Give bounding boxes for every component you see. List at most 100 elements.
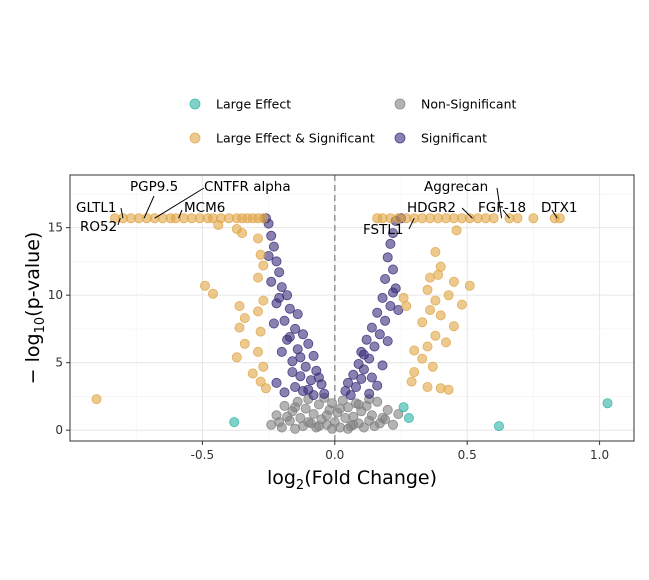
data-point	[602, 398, 613, 409]
annotation-label-fgf-18: FGF-18	[478, 200, 526, 216]
data-point	[422, 341, 433, 352]
data-point	[364, 388, 375, 399]
data-point	[199, 280, 210, 291]
data-point	[321, 410, 332, 421]
annotation-connector	[154, 187, 205, 219]
data-point	[448, 321, 459, 332]
annotation-connector	[496, 187, 503, 219]
legend-marker	[394, 98, 406, 110]
legend-label: Significant	[421, 131, 487, 146]
data-point	[234, 322, 245, 333]
data-point	[335, 403, 346, 414]
data-point	[258, 295, 269, 306]
annotation-label-ro52: RO52	[80, 219, 117, 235]
data-point	[295, 371, 306, 382]
annotation-label-fstl1: FSTL1	[363, 222, 403, 238]
data-point	[313, 421, 324, 432]
data-point	[387, 419, 398, 430]
data-point	[358, 364, 369, 375]
data-point	[377, 292, 388, 303]
data-point	[234, 300, 245, 311]
data-point	[255, 249, 266, 260]
data-point	[252, 233, 263, 244]
data-point	[255, 326, 266, 337]
data-point	[422, 381, 433, 392]
data-point	[350, 381, 361, 392]
data-point	[366, 372, 377, 383]
data-point	[213, 219, 224, 230]
data-point	[271, 377, 282, 388]
data-point	[417, 317, 428, 328]
data-point	[258, 213, 269, 224]
annotation-connector	[120, 207, 124, 219]
data-point	[303, 384, 314, 395]
data-point	[252, 272, 263, 283]
data-point	[239, 338, 250, 349]
series-large-effect-significant	[91, 213, 565, 405]
series-non-significant	[266, 392, 404, 434]
data-point	[433, 269, 444, 280]
data-point	[443, 384, 454, 395]
legend-label: Large Effect	[216, 97, 291, 112]
data-point	[287, 356, 298, 367]
data-point	[268, 241, 279, 252]
legend-marker	[189, 132, 201, 144]
data-point	[372, 307, 383, 318]
legend-item-large-effect-significant: Large Effect & Significant	[189, 131, 375, 146]
data-point	[308, 408, 319, 419]
data-point	[554, 213, 565, 224]
data-point	[374, 329, 385, 340]
data-point	[255, 376, 266, 387]
legend-label: Non-Significant	[421, 97, 516, 112]
data-point	[387, 228, 398, 239]
data-point	[361, 334, 372, 345]
annotation-connector	[461, 207, 473, 219]
y-tick-label: 10	[48, 288, 63, 302]
legend-item-non-significant: Non-Significant	[394, 97, 516, 112]
data-point	[266, 230, 277, 241]
data-point	[313, 372, 324, 383]
data-point	[409, 367, 420, 378]
legend-item-large-effect: Large Effect	[189, 97, 291, 112]
data-point	[229, 417, 240, 428]
data-point	[266, 276, 277, 287]
data-point	[430, 330, 441, 341]
data-point	[385, 300, 396, 311]
annotations: PGP9.5 CNTFR alpha GLTL1 MCM6 RO52 Aggrecan HD…	[76, 179, 577, 238]
x-tick-label: 0.5	[458, 448, 477, 462]
data-point	[464, 280, 475, 291]
data-point	[358, 349, 369, 360]
data-point	[427, 361, 438, 372]
data-point	[303, 338, 314, 349]
data-point	[435, 310, 446, 321]
data-point	[417, 353, 428, 364]
annotation-label-hdgr2: HDGR2	[407, 200, 456, 216]
data-point	[366, 410, 377, 421]
data-point	[422, 284, 433, 295]
data-point	[353, 399, 364, 410]
data-point	[279, 400, 290, 411]
data-point	[358, 422, 369, 433]
data-point	[282, 411, 293, 422]
data-point	[252, 346, 263, 357]
data-point	[276, 346, 287, 357]
annotation-connector	[143, 195, 155, 219]
data-point	[319, 388, 330, 399]
data-point	[387, 287, 398, 298]
annotation-connector	[408, 217, 415, 230]
data-point	[406, 376, 417, 387]
data-point	[290, 381, 301, 392]
data-point	[377, 360, 388, 371]
y-axis-title: − log10(p-value)	[22, 232, 48, 385]
legend-item-significant: Significant	[394, 131, 487, 146]
annotation-label-cntfr-alpha: CNTFR alpha	[204, 179, 291, 195]
data-point	[356, 373, 367, 384]
data-point	[448, 276, 459, 287]
data-point	[409, 345, 420, 356]
annotation-connector	[502, 209, 510, 219]
data-point	[279, 315, 290, 326]
data-point	[297, 329, 308, 340]
data-point	[493, 421, 504, 432]
